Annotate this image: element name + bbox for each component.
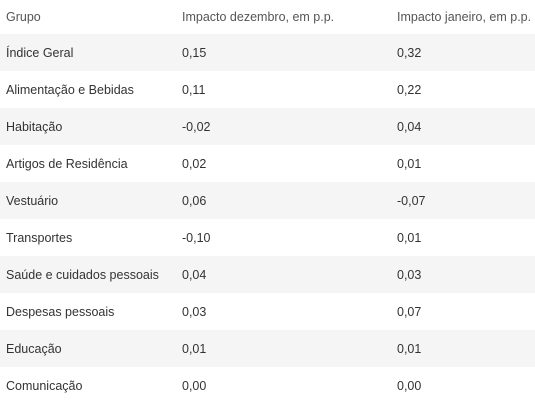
cell-impacto-janeiro: -0,07 <box>397 193 426 208</box>
header-impacto-janeiro: Impacto janeiro, em p.p. <box>397 10 532 24</box>
cell-impacto-dezembro: -0,02 <box>182 119 211 134</box>
cell-impacto-janeiro: 0,01 <box>397 156 422 171</box>
cell-impacto-dezembro: 0,15 <box>182 45 207 60</box>
table-body: Índice Geral 0,15 0,32 Alimentação e Beb… <box>0 34 535 404</box>
cell-grupo: Artigos de Residência <box>6 156 128 171</box>
cell-impacto-janeiro: 0,01 <box>397 230 422 245</box>
table-row: Despesas pessoais 0,03 0,07 <box>0 293 535 330</box>
cell-grupo: Índice Geral <box>6 45 74 60</box>
header-impacto-dezembro: Impacto dezembro, em p.p. <box>182 10 335 24</box>
cell-grupo: Educação <box>6 341 62 356</box>
cell-grupo: Alimentação e Bebidas <box>6 82 134 97</box>
cell-impacto-janeiro: 0,22 <box>397 82 422 97</box>
cell-grupo: Transportes <box>6 230 73 245</box>
table-row: Saúde e cuidados pessoais 0,04 0,03 <box>0 256 535 293</box>
cell-grupo: Vestuário <box>6 193 59 208</box>
table-row: Habitação -0,02 0,04 <box>0 108 535 145</box>
cell-impacto-janeiro: 0,01 <box>397 341 422 356</box>
table-row: Índice Geral 0,15 0,32 <box>0 34 535 71</box>
cell-impacto-janeiro: 0,00 <box>397 378 422 393</box>
cell-impacto-janeiro: 0,07 <box>397 304 422 319</box>
cell-impacto-dezembro: 0,02 <box>182 156 207 171</box>
cell-impacto-janeiro: 0,03 <box>397 267 422 282</box>
table-row: Educação 0,01 0,01 <box>0 330 535 367</box>
cell-impacto-dezembro: 0,04 <box>182 267 207 282</box>
cell-grupo: Habitação <box>6 119 63 134</box>
table-header: Grupo Impacto dezembro, em p.p. Impacto … <box>0 0 535 34</box>
cell-impacto-dezembro: 0,11 <box>182 82 206 97</box>
table-row: Comunicação 0,00 0,00 <box>0 367 535 404</box>
cell-grupo: Comunicação <box>6 378 83 393</box>
table-row: Artigos de Residência 0,02 0,01 <box>0 145 535 182</box>
cell-impacto-dezembro: 0,00 <box>182 378 207 393</box>
cell-grupo: Despesas pessoais <box>6 304 115 319</box>
cell-impacto-dezembro: 0,01 <box>182 341 207 356</box>
cell-impacto-dezembro: -0,10 <box>182 230 211 245</box>
header-grupo: Grupo <box>6 10 41 24</box>
cell-grupo: Saúde e cuidados pessoais <box>6 267 159 282</box>
header-row: Grupo Impacto dezembro, em p.p. Impacto … <box>0 0 535 34</box>
table-row: Vestuário 0,06 -0,07 <box>0 182 535 219</box>
table-row: Transportes -0,10 0,01 <box>0 219 535 256</box>
table-row: Alimentação e Bebidas 0,11 0,22 <box>0 71 535 108</box>
cell-impacto-janeiro: 0,32 <box>397 45 422 60</box>
cell-impacto-dezembro: 0,03 <box>182 304 207 319</box>
cell-impacto-janeiro: 0,04 <box>397 119 422 134</box>
cell-impacto-dezembro: 0,06 <box>182 193 207 208</box>
